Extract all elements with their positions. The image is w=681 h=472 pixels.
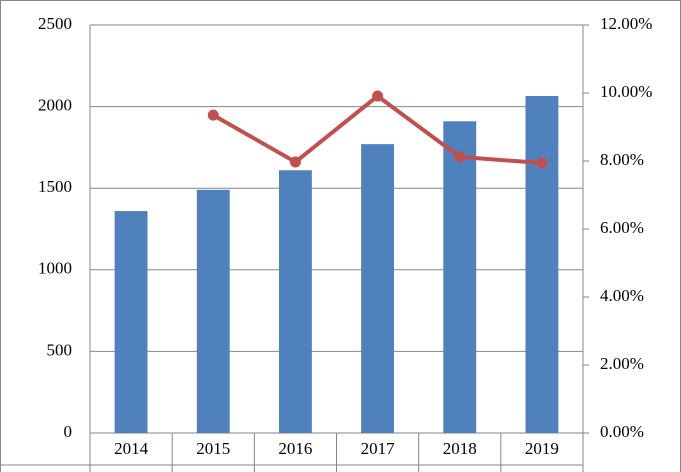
y2-tick-label: 12.00% [600, 14, 652, 33]
point [454, 151, 466, 163]
y2-tick-label: 2.00% [600, 354, 644, 373]
y-tick-label: 1500 [38, 177, 72, 196]
x-tick-label: 2015 [196, 439, 230, 458]
point [289, 156, 301, 168]
x-tick-label: 2016 [278, 439, 312, 458]
y2-tick-label: 6.00% [600, 218, 644, 237]
y-tick-label: 2000 [38, 96, 72, 115]
y2-tick-label: 8.00% [600, 150, 644, 169]
point [536, 157, 548, 169]
bar [443, 121, 477, 434]
y2-tick-label: 4.00% [600, 286, 644, 305]
bar [196, 189, 230, 433]
y-tick-label: 1000 [38, 259, 72, 278]
y2-tick-label: 0.00% [600, 422, 644, 441]
bar [361, 144, 395, 434]
y2-tick-label: 10.00% [600, 82, 652, 101]
bar [278, 170, 312, 434]
point [207, 109, 219, 121]
x-tick-label: 2018 [443, 439, 477, 458]
point [372, 90, 384, 102]
x-tick-label: 2014 [114, 439, 149, 458]
x-tick-label: 2019 [525, 439, 559, 458]
x-tick-label: 2017 [361, 439, 396, 458]
bar [525, 95, 559, 433]
y-tick-label: 2500 [38, 14, 72, 33]
bar [114, 211, 148, 433]
y-tick-label: 500 [47, 340, 73, 359]
y-tick-label: 0 [64, 422, 73, 441]
